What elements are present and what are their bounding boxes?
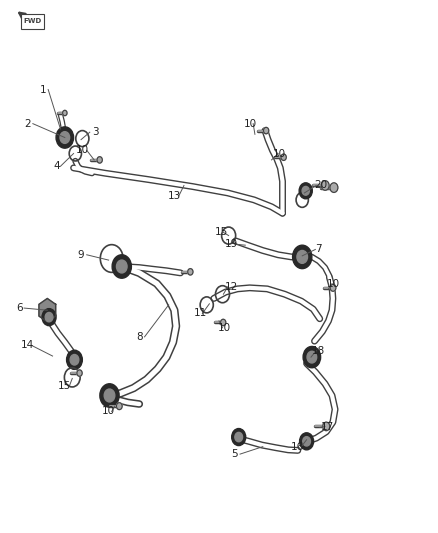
Circle shape [117, 260, 127, 273]
Text: 11: 11 [194, 309, 207, 318]
Text: 7: 7 [315, 245, 322, 254]
Text: 10: 10 [218, 323, 231, 333]
Circle shape [188, 269, 193, 275]
Circle shape [117, 403, 122, 409]
Text: 18: 18 [312, 346, 325, 356]
Circle shape [60, 132, 70, 143]
Circle shape [70, 354, 79, 365]
Circle shape [42, 309, 56, 326]
Text: 19: 19 [225, 239, 238, 249]
Circle shape [299, 183, 312, 199]
Text: 17: 17 [321, 423, 334, 432]
Circle shape [300, 433, 314, 450]
Text: 5: 5 [231, 449, 238, 459]
Text: 2: 2 [24, 119, 31, 128]
Circle shape [281, 154, 286, 160]
Circle shape [77, 370, 82, 376]
Text: 4: 4 [53, 161, 60, 171]
Circle shape [232, 429, 246, 446]
Circle shape [321, 181, 329, 190]
Circle shape [323, 422, 330, 431]
Circle shape [104, 389, 115, 402]
Text: 1: 1 [39, 85, 46, 94]
Circle shape [56, 127, 74, 148]
Text: 10: 10 [76, 146, 89, 155]
Text: 8: 8 [136, 332, 143, 342]
Text: 9: 9 [78, 250, 85, 260]
Circle shape [264, 127, 269, 134]
Text: 3: 3 [92, 127, 99, 137]
Text: 15: 15 [58, 382, 71, 391]
Circle shape [303, 437, 311, 446]
Circle shape [97, 157, 102, 163]
Circle shape [112, 255, 131, 278]
FancyBboxPatch shape [21, 14, 44, 29]
Text: 10: 10 [327, 279, 340, 288]
Circle shape [45, 312, 53, 322]
Circle shape [297, 251, 307, 263]
Text: 10: 10 [273, 149, 286, 158]
Text: 20: 20 [314, 181, 327, 190]
Circle shape [302, 187, 309, 195]
Circle shape [100, 384, 119, 407]
Circle shape [67, 350, 82, 369]
Circle shape [221, 319, 226, 326]
Text: 12: 12 [225, 282, 238, 292]
Text: 14: 14 [21, 341, 34, 350]
Circle shape [330, 285, 336, 291]
Text: 10: 10 [102, 407, 115, 416]
Circle shape [303, 346, 321, 368]
Text: FWD: FWD [24, 18, 42, 25]
Text: 6: 6 [16, 303, 23, 313]
Circle shape [330, 183, 338, 192]
Circle shape [63, 110, 67, 116]
Text: 16: 16 [290, 442, 304, 451]
Circle shape [307, 351, 317, 363]
Polygon shape [39, 298, 56, 322]
Text: 15: 15 [215, 227, 228, 237]
Text: 10: 10 [244, 119, 257, 128]
Circle shape [293, 245, 312, 269]
Circle shape [235, 432, 243, 442]
Text: 13: 13 [168, 191, 181, 201]
